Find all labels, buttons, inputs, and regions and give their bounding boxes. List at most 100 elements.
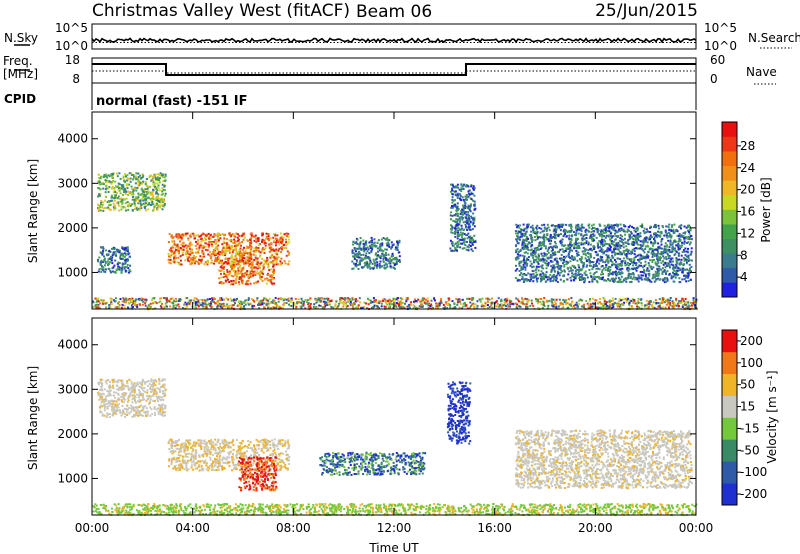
echo-cell [370, 306, 373, 309]
echo-cell [451, 226, 454, 229]
echo-cell [657, 252, 659, 255]
echo-cell [398, 241, 401, 244]
echo-cell [249, 242, 252, 244]
echo-cell [261, 240, 263, 243]
echo-cell [400, 304, 403, 307]
echo-cell [529, 226, 532, 229]
echo-cell [123, 197, 126, 200]
echo-cell [105, 268, 107, 271]
echo-cell [532, 273, 535, 275]
echo-cell [160, 187, 163, 190]
echo-cell [146, 187, 149, 190]
echo-cell [260, 272, 263, 275]
echo-cell [537, 300, 540, 303]
echo-cell [274, 252, 277, 255]
echo-cell [228, 270, 231, 273]
echo-cell [231, 268, 233, 270]
echo-cell [285, 232, 288, 235]
echo-cell [516, 242, 519, 245]
echo-cell [144, 304, 147, 307]
echo-cell [241, 259, 244, 262]
echo-cell [389, 262, 392, 265]
echo-cell [613, 244, 616, 247]
echo-cell [582, 266, 585, 269]
echo-cell [606, 256, 609, 259]
echo-cell [607, 279, 610, 282]
echo-cell [107, 174, 110, 177]
echo-cell [109, 203, 112, 206]
echo-cell [529, 304, 532, 307]
echo-cell [463, 233, 466, 235]
echo-cell [670, 228, 673, 231]
echo-cell [232, 264, 235, 267]
echo-cell [569, 276, 572, 279]
echo-cell [181, 254, 184, 256]
echo-cell [606, 257, 609, 260]
echo-cell [473, 234, 476, 237]
echo-cell [158, 181, 161, 184]
echo-cell [525, 239, 528, 242]
echo-cell [130, 192, 133, 195]
echo-cell [232, 233, 235, 236]
echo-cell [389, 266, 392, 269]
echo-cell [233, 245, 236, 247]
echo-cell [562, 223, 565, 226]
echo-cell [360, 249, 363, 251]
echo-cell [654, 223, 657, 226]
echo-cell [655, 253, 658, 256]
echo-cell [366, 266, 369, 269]
echo-cell [620, 227, 623, 230]
echo-cell [273, 277, 275, 280]
echo-cell [391, 252, 394, 255]
echo-cell [355, 259, 358, 262]
echo-cell [633, 259, 636, 261]
echo-cell [576, 245, 579, 247]
echo-cell [544, 236, 546, 239]
echo-cell [531, 236, 534, 239]
echo-cell [122, 188, 125, 191]
echo-cell [108, 180, 111, 183]
echo-cell [151, 191, 154, 193]
echo-cell [658, 245, 661, 248]
echo-cell [624, 249, 627, 252]
echo-cell [376, 301, 379, 304]
echo-cell [628, 235, 631, 238]
echo-cell [604, 261, 607, 264]
echo-cell [319, 304, 322, 307]
echo-cell [189, 301, 192, 304]
echo-cell [679, 262, 682, 265]
echo-cell [231, 258, 234, 261]
echo-cell [358, 252, 361, 255]
echo-cell [619, 303, 622, 306]
echo-cell [637, 236, 640, 238]
echo-cell [598, 277, 601, 280]
echo-cell [675, 257, 678, 260]
echo-cell [185, 247, 188, 250]
echo-cell [155, 178, 157, 180]
echo-cell [117, 202, 120, 205]
echo-cell [647, 306, 650, 309]
echo-cell [613, 224, 615, 227]
echo-cell [228, 239, 231, 242]
echo-cell [575, 224, 578, 227]
echo-cell [593, 248, 596, 251]
echo-cell [543, 252, 546, 255]
echo-cell [474, 207, 477, 210]
echo-cell [677, 266, 679, 269]
echo-cell [230, 255, 233, 258]
echo-cell [452, 184, 455, 187]
echo-cell [128, 172, 131, 175]
echo-cell [552, 230, 555, 233]
echo-cell [200, 237, 203, 240]
echo-cell [377, 254, 380, 257]
echo-cell [589, 272, 592, 275]
echo-cell [111, 194, 114, 197]
echo-cell [226, 276, 229, 279]
echo-cell [159, 177, 161, 180]
echo-cell [452, 199, 455, 202]
echo-cell [522, 260, 525, 263]
echo-cell [388, 260, 391, 263]
echo-cell [145, 197, 148, 200]
echo-cell [387, 258, 390, 261]
echo-cell [249, 239, 252, 242]
